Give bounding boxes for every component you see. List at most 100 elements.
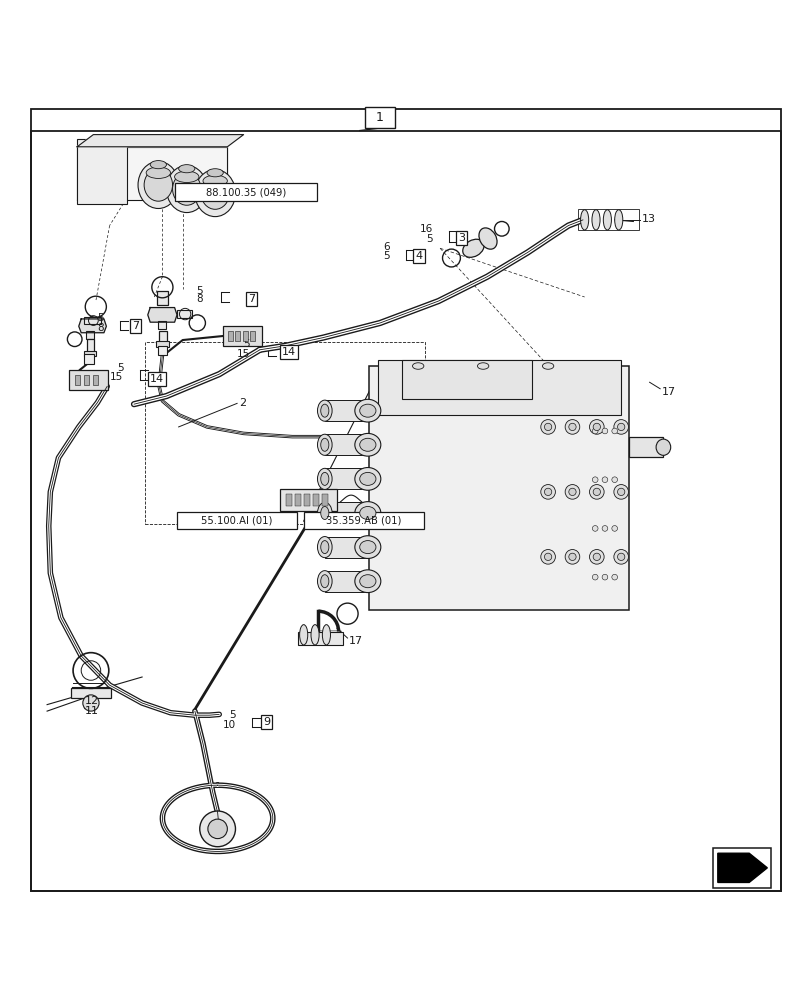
Text: 10: 10 bbox=[222, 720, 235, 730]
Ellipse shape bbox=[592, 423, 600, 431]
Ellipse shape bbox=[203, 175, 227, 187]
Ellipse shape bbox=[611, 574, 616, 580]
Bar bbox=[174, 183, 316, 201]
Ellipse shape bbox=[354, 399, 380, 422]
Circle shape bbox=[200, 811, 235, 847]
Ellipse shape bbox=[592, 553, 600, 560]
Ellipse shape bbox=[580, 210, 588, 230]
Ellipse shape bbox=[591, 477, 597, 483]
Ellipse shape bbox=[616, 423, 624, 431]
Text: 3: 3 bbox=[457, 233, 464, 243]
Polygon shape bbox=[77, 135, 243, 147]
Ellipse shape bbox=[591, 428, 597, 434]
Bar bbox=[69, 370, 108, 390]
Ellipse shape bbox=[613, 485, 628, 499]
Bar bbox=[242, 331, 247, 341]
Ellipse shape bbox=[320, 472, 328, 485]
Text: 15: 15 bbox=[110, 372, 123, 382]
Text: 17: 17 bbox=[661, 387, 675, 397]
Text: 5: 5 bbox=[243, 339, 250, 349]
Ellipse shape bbox=[478, 228, 496, 249]
Ellipse shape bbox=[138, 161, 178, 208]
Bar bbox=[250, 331, 255, 341]
Ellipse shape bbox=[354, 570, 380, 593]
Ellipse shape bbox=[477, 363, 488, 369]
Bar bbox=[364, 107, 395, 128]
Bar bbox=[75, 375, 80, 385]
Ellipse shape bbox=[174, 171, 199, 183]
Ellipse shape bbox=[564, 420, 579, 434]
Ellipse shape bbox=[320, 541, 328, 554]
Ellipse shape bbox=[568, 553, 576, 560]
Text: 1: 1 bbox=[375, 111, 384, 124]
Text: 9: 9 bbox=[263, 717, 269, 727]
Ellipse shape bbox=[311, 625, 319, 645]
Ellipse shape bbox=[322, 625, 330, 645]
Ellipse shape bbox=[299, 625, 307, 645]
Bar bbox=[84, 375, 89, 385]
Ellipse shape bbox=[603, 210, 611, 230]
Ellipse shape bbox=[614, 210, 622, 230]
Bar bbox=[401, 360, 531, 398]
Text: 15: 15 bbox=[237, 349, 250, 359]
Text: 88.100.35 (049): 88.100.35 (049) bbox=[205, 187, 285, 197]
Ellipse shape bbox=[146, 167, 170, 178]
Bar bbox=[223, 326, 262, 346]
Text: 5: 5 bbox=[426, 234, 432, 244]
Ellipse shape bbox=[589, 420, 603, 434]
Text: 8: 8 bbox=[196, 294, 203, 304]
Bar bbox=[86, 331, 94, 339]
Ellipse shape bbox=[611, 428, 616, 434]
Ellipse shape bbox=[317, 537, 332, 558]
Bar bbox=[294, 494, 301, 506]
Ellipse shape bbox=[591, 526, 597, 531]
Ellipse shape bbox=[354, 433, 380, 456]
Bar bbox=[629, 437, 663, 457]
Text: 16: 16 bbox=[419, 224, 432, 234]
Ellipse shape bbox=[601, 428, 607, 434]
Bar bbox=[156, 341, 169, 347]
Ellipse shape bbox=[540, 550, 555, 564]
Text: 12: 12 bbox=[84, 696, 98, 706]
Ellipse shape bbox=[359, 472, 375, 485]
Bar bbox=[157, 291, 168, 305]
Ellipse shape bbox=[354, 502, 380, 524]
Bar bbox=[144, 342, 424, 524]
Bar bbox=[303, 512, 423, 529]
Ellipse shape bbox=[655, 439, 670, 455]
Bar bbox=[177, 512, 297, 529]
Text: 7: 7 bbox=[132, 321, 139, 331]
Text: 5: 5 bbox=[117, 363, 123, 373]
Ellipse shape bbox=[591, 574, 597, 580]
Circle shape bbox=[83, 695, 99, 711]
Ellipse shape bbox=[540, 485, 555, 499]
Bar bbox=[157, 346, 167, 355]
Ellipse shape bbox=[601, 574, 607, 580]
Polygon shape bbox=[717, 853, 766, 882]
Bar bbox=[377, 360, 620, 415]
Ellipse shape bbox=[611, 477, 616, 483]
Text: 6: 6 bbox=[383, 242, 389, 252]
Ellipse shape bbox=[354, 536, 380, 558]
Bar bbox=[324, 400, 369, 421]
Ellipse shape bbox=[359, 575, 375, 588]
Ellipse shape bbox=[359, 438, 375, 451]
Bar bbox=[77, 139, 127, 204]
Ellipse shape bbox=[359, 506, 375, 519]
Bar bbox=[324, 468, 369, 489]
Text: 13: 13 bbox=[641, 214, 654, 224]
Ellipse shape bbox=[200, 177, 230, 209]
Bar bbox=[87, 339, 94, 352]
Bar bbox=[92, 375, 98, 385]
Ellipse shape bbox=[601, 477, 607, 483]
Bar bbox=[158, 321, 166, 329]
Ellipse shape bbox=[166, 165, 207, 213]
Bar bbox=[84, 317, 101, 324]
Text: 8: 8 bbox=[97, 323, 104, 333]
Ellipse shape bbox=[613, 420, 628, 434]
Ellipse shape bbox=[320, 575, 328, 588]
Ellipse shape bbox=[144, 169, 173, 201]
Ellipse shape bbox=[412, 363, 423, 369]
Ellipse shape bbox=[616, 488, 624, 496]
Ellipse shape bbox=[540, 420, 555, 434]
